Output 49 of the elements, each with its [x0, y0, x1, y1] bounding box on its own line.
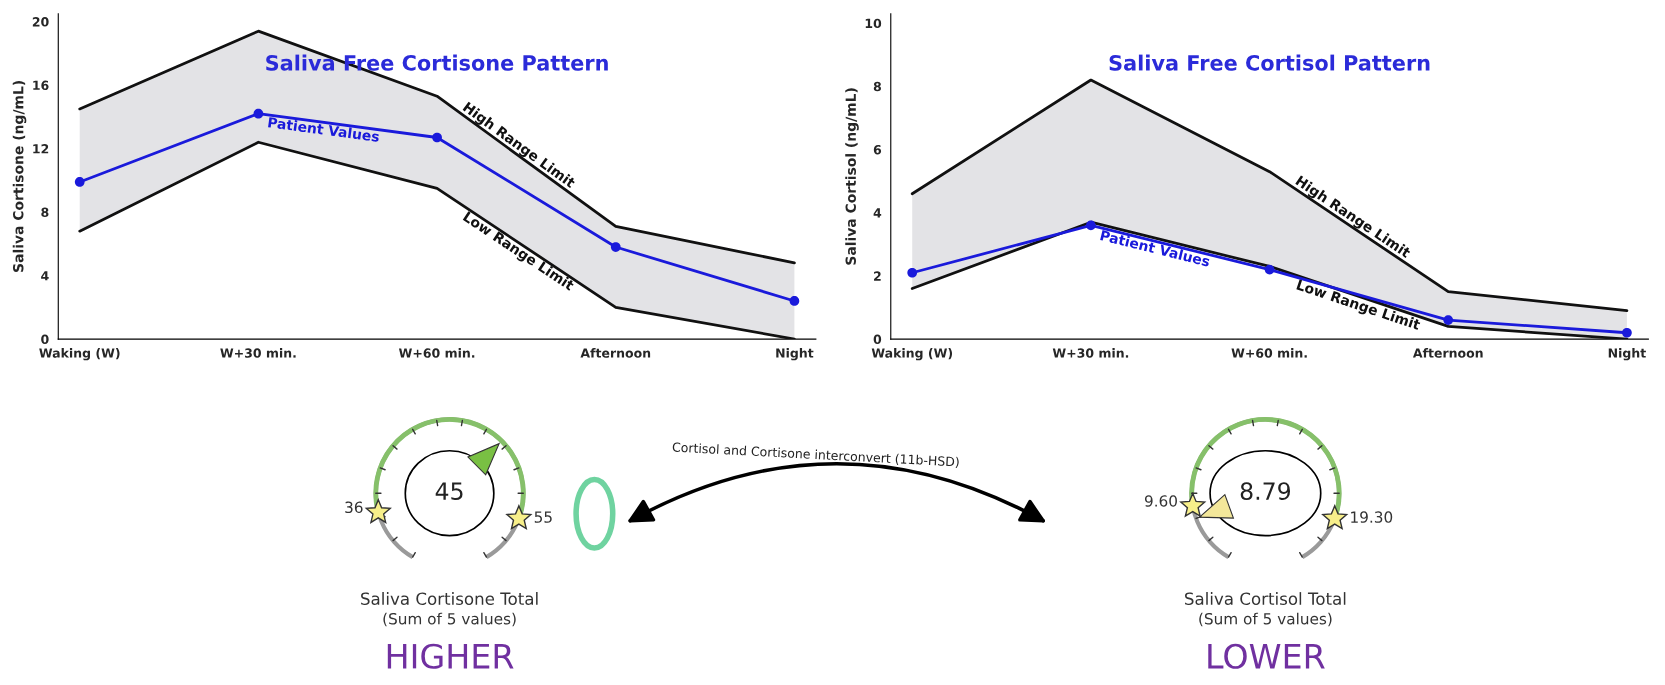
y-tick-label: 6	[873, 145, 882, 155]
y-tick-label: 0	[873, 334, 882, 344]
point	[1443, 315, 1454, 325]
text: 36	[345, 501, 363, 514]
text: 9.60	[1144, 495, 1177, 507]
y-tick-label: 12	[33, 144, 49, 154]
y-tick-label: 2	[874, 271, 881, 281]
y-tick-label: 8	[873, 81, 881, 92]
text: LOWER	[1208, 643, 1325, 669]
x-tick-label: W+60 min.	[398, 348, 475, 358]
x-tick-label: Afternoon	[1412, 348, 1483, 358]
point	[432, 132, 442, 143]
text: Patient Values	[1100, 229, 1211, 267]
x-tick-label: Night	[1608, 348, 1646, 361]
point	[1622, 327, 1632, 338]
text: Saliva Free Cortisone Pattern	[266, 54, 608, 71]
text: Cortisol and Cortisone interconvert (11b-HSD)	[672, 441, 959, 469]
y-axis-title: Saliva Cortisone (ng/mL)	[12, 81, 27, 272]
point	[789, 296, 800, 306]
y-axis-title: Saliva Cortisol (ng/mL)	[845, 88, 859, 265]
x-tick-label: Waking (W)	[871, 348, 953, 361]
y-tick-label: 4	[41, 271, 49, 281]
y-tick-label: 10	[865, 18, 882, 29]
y-tick-label: 0	[41, 334, 49, 344]
y-tick-label: 8	[41, 207, 49, 218]
text: Patient Values	[268, 116, 380, 143]
text: Saliva Free Cortisol Pattern	[1109, 54, 1430, 71]
y-tick-label: 4	[873, 208, 882, 218]
y-tick-label: 20	[32, 17, 49, 27]
point	[1264, 264, 1275, 275]
point	[610, 242, 621, 252]
text: 19.30	[1351, 511, 1393, 523]
point	[253, 108, 264, 119]
x-tick-label: W+30 min.	[220, 348, 296, 358]
text: HIGHER	[387, 643, 514, 669]
text: (Sum of 5 values)	[1199, 612, 1332, 627]
x-tick-label: W+60 min.	[1231, 348, 1307, 358]
x-tick-label: Waking (W)	[39, 348, 120, 361]
point	[907, 267, 918, 278]
x-tick-label: W+30 min.	[1052, 348, 1129, 358]
text: 55	[534, 511, 552, 523]
text: Saliva Cortisone Total	[361, 592, 538, 605]
x-tick-label: Night	[776, 348, 814, 361]
point	[1086, 220, 1096, 231]
x-tick-label: Afternoon	[580, 348, 651, 358]
text: (Sum of 5 values)	[383, 612, 516, 627]
point	[74, 177, 85, 187]
text: Saliva Cortisol Total	[1184, 592, 1346, 605]
y-tick-label: 16	[33, 80, 49, 91]
